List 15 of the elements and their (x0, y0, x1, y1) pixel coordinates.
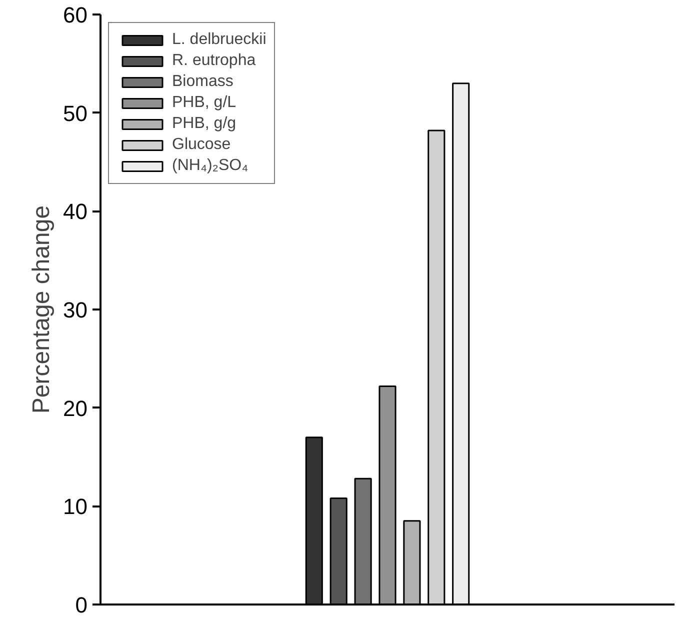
y-tick-label: 20 (63, 396, 88, 421)
legend-label: Biomass (172, 73, 234, 91)
legend-label: PHB, g/g (172, 115, 236, 133)
legend-label: L. delbrueckii (172, 31, 266, 49)
y-tick-label: 50 (63, 100, 88, 126)
y-tick-label: 0 (75, 592, 88, 618)
legend-label: PHB, g/L (172, 94, 236, 112)
y-tick-label: 60 (63, 2, 88, 28)
legend-label: (NH₄)₂SO₄ (172, 157, 248, 175)
y-tick-label: 30 (63, 298, 88, 322)
legend-label: R. eutropha (172, 52, 256, 70)
y-tick-label: 40 (63, 199, 88, 224)
y-axis-title: Percentage change (28, 205, 56, 414)
y-tick-label: 10 (63, 494, 88, 520)
legend-label: Glucose (172, 136, 231, 154)
